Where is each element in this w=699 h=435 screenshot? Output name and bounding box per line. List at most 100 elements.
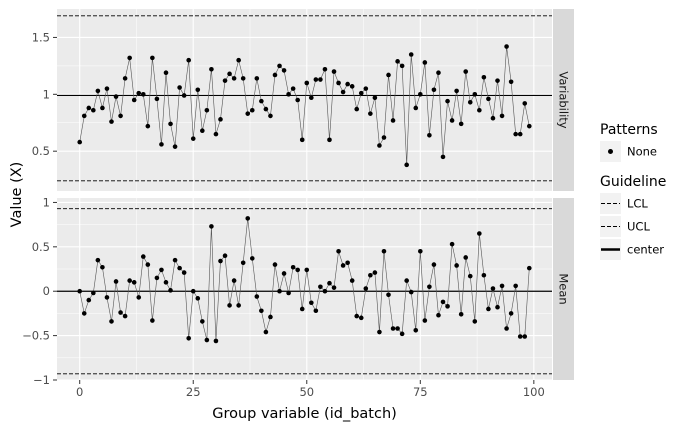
data-point [200, 319, 205, 324]
data-point [454, 88, 459, 94]
data-point [449, 241, 455, 247]
data-point [213, 131, 219, 137]
data-point [499, 283, 505, 289]
data-point [131, 280, 137, 285]
data-point [209, 66, 214, 72]
data-point [304, 80, 310, 86]
data-point [227, 71, 232, 77]
legend: Patterns None Guideline LCL UCL center [600, 122, 666, 260]
data-point [295, 97, 300, 103]
data-point [481, 74, 487, 80]
facet-strip [553, 9, 574, 191]
series-line [79, 46, 530, 165]
facet-strip-label: Mean [557, 273, 571, 304]
data-point [422, 60, 428, 65]
data-point [113, 279, 119, 284]
data-point [163, 280, 169, 285]
data-point [445, 304, 450, 309]
data-point [390, 118, 396, 123]
data-point [408, 289, 414, 295]
data-point [458, 312, 464, 317]
data-point [109, 119, 114, 124]
data-point [186, 57, 191, 63]
y-tick-label: 0.5 [32, 144, 50, 158]
data-point [386, 292, 391, 298]
data-point [240, 260, 246, 266]
data-point [431, 87, 437, 93]
x-axis-title: Group variable (id_batch) [212, 406, 397, 422]
data-point [404, 278, 409, 283]
data-point [109, 319, 114, 324]
data-point [440, 154, 446, 160]
data-point [104, 295, 110, 300]
y-axis-title: Value (X) [9, 162, 25, 228]
data-point [159, 267, 164, 273]
data-point [86, 105, 92, 111]
panel-variability: 0.5 1 1.5 Variability [32, 9, 574, 191]
data-point [413, 327, 419, 333]
data-point [195, 296, 201, 301]
data-point [399, 331, 405, 337]
data-point [495, 304, 500, 310]
data-point [422, 318, 428, 323]
data-point [236, 57, 241, 63]
legend-title: Patterns [600, 122, 658, 138]
data-point [136, 295, 142, 300]
data-point [517, 131, 523, 137]
data-point [386, 72, 391, 78]
data-point [499, 113, 505, 119]
data-point [349, 84, 355, 89]
data-point [277, 288, 282, 294]
data-point [186, 335, 191, 341]
legend-label: None [627, 145, 657, 159]
data-point [313, 308, 319, 314]
y-tick-label: 1 [43, 87, 50, 101]
y-tick-label: 1.5 [32, 30, 50, 44]
data-point [213, 338, 219, 344]
data-point [490, 115, 496, 121]
data-point [354, 106, 360, 112]
data-point [508, 311, 514, 316]
data-point [526, 265, 532, 271]
y-tick-label: −1 [33, 373, 50, 387]
data-point [381, 248, 387, 254]
y-tick-label: 1 [43, 195, 50, 209]
data-point [140, 92, 146, 97]
data-point [177, 85, 182, 90]
data-point [177, 265, 182, 271]
data-point [490, 286, 496, 291]
data-point [77, 288, 83, 294]
data-point [463, 255, 469, 260]
x-tick-label: 0 [76, 385, 83, 399]
panel-background [57, 9, 552, 191]
data-point [95, 257, 101, 263]
data-point [467, 99, 473, 105]
x-tick-label: 75 [413, 385, 428, 399]
data-point [172, 257, 178, 263]
data-point [517, 334, 523, 339]
legend-label: center [627, 243, 664, 257]
facet-strip-label: Variability [557, 71, 571, 128]
data-point [277, 63, 282, 69]
data-point [377, 143, 382, 148]
data-point [345, 260, 350, 266]
data-point [113, 94, 119, 99]
data-point [240, 76, 246, 81]
data-point [436, 312, 441, 318]
y-tick-label: 0.5 [32, 240, 50, 254]
legend-label: UCL [627, 220, 650, 234]
data-point [522, 101, 528, 106]
data-point [281, 271, 287, 276]
data-point [508, 79, 514, 85]
y-tick-label: 0 [43, 284, 50, 298]
data-point [118, 310, 123, 315]
data-point [463, 69, 469, 74]
data-point [181, 93, 187, 98]
data-point [245, 111, 251, 116]
data-point [136, 90, 142, 96]
data-point [154, 275, 160, 281]
data-point [472, 319, 478, 324]
data-point [472, 92, 478, 97]
series-line [79, 218, 530, 341]
data-point [272, 72, 278, 78]
